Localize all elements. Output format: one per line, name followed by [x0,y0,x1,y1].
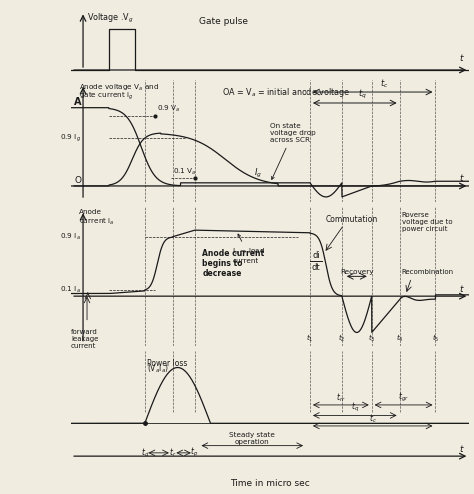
Text: I$_g$: I$_g$ [254,166,262,180]
Text: 0.1 V$_a$: 0.1 V$_a$ [173,166,196,176]
Text: O: O [74,176,81,185]
Text: t$_p$: t$_p$ [191,446,199,459]
Text: 0.1 I$_a$: 0.1 I$_a$ [60,285,81,294]
Text: t: t [459,445,463,453]
Text: t$_c$: t$_c$ [369,412,377,425]
Text: t$_3$: t$_3$ [368,332,375,344]
Text: 0.9 I$_g$: 0.9 I$_g$ [60,132,81,144]
Text: OA = V$_a$ = initial anode voltage: OA = V$_a$ = initial anode voltage [222,86,351,99]
Text: (V$_a$i$_a$): (V$_a$i$_a$) [147,363,169,375]
Text: 0.9 I$_a$: 0.9 I$_a$ [60,232,81,242]
Text: forward
leakage
current: forward leakage current [71,329,99,349]
Text: t: t [459,54,463,64]
Text: dt: dt [312,263,320,272]
Text: t$_q$: t$_q$ [358,88,367,101]
Text: Gate pulse: Gate pulse [199,17,247,26]
Text: t$_4$: t$_4$ [396,332,403,344]
Text: t$_1$: t$_1$ [306,332,314,344]
Text: Recombination: Recombination [401,269,454,275]
Text: Commutation: Commutation [326,214,378,223]
Text: t$_r$: t$_r$ [169,446,176,459]
Text: Recovery: Recovery [340,269,374,275]
Text: On state
voltage drop
across SCR: On state voltage drop across SCR [270,123,316,179]
Text: A: A [73,97,81,107]
Text: Power loss: Power loss [147,359,187,368]
Text: Time in micro sec: Time in micro sec [230,479,310,488]
Text: Anode
current i$_a$: Anode current i$_a$ [79,209,115,227]
Text: Anode voltage V$_a$ and: Anode voltage V$_a$ and [79,82,159,93]
Text: t$_5$: t$_5$ [432,332,439,344]
Text: t$_d$: t$_d$ [140,446,149,459]
Text: t: t [459,285,463,293]
Text: di: di [312,251,320,260]
Text: gate current i$_g$: gate current i$_g$ [79,90,134,102]
Text: 0.9 V$_a$: 0.9 V$_a$ [157,104,180,114]
Text: Anode current
begins to
decrease: Anode current begins to decrease [202,248,264,279]
Text: t$_2$: t$_2$ [338,332,346,344]
Text: Steady state
operation: Steady state operation [229,432,275,445]
Text: Roverse
voltage due to
power circuit: Roverse voltage due to power circuit [401,211,452,232]
Text: t$_q$: t$_q$ [351,401,359,414]
Text: Voltage .V$_g$: Voltage .V$_g$ [87,11,134,25]
Text: I$_a$ = load
current: I$_a$ = load current [232,234,265,264]
Text: t: t [459,174,463,183]
Text: t$_{gr}$: t$_{gr}$ [398,391,409,404]
Text: t$_{rr}$: t$_{rr}$ [336,391,346,404]
Text: t$_c$: t$_c$ [381,78,389,90]
